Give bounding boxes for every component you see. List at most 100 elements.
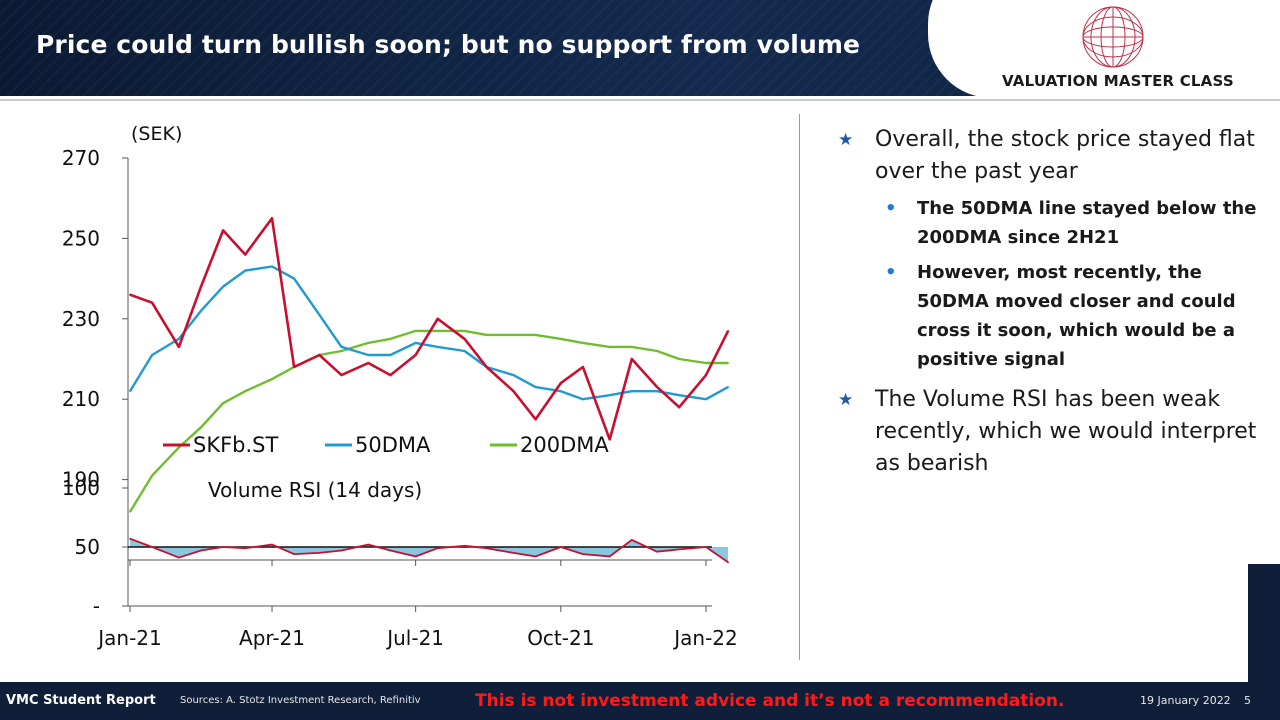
footer-corner: [1248, 564, 1280, 682]
data-point: [178, 338, 180, 340]
data-point: [129, 510, 131, 513]
data-point: [293, 366, 296, 368]
data-point: [559, 338, 562, 340]
data-point: [463, 350, 466, 352]
rsi-point: [367, 543, 370, 546]
data-point: [436, 329, 439, 332]
data-point: [244, 390, 247, 393]
rsi-point: [582, 553, 584, 555]
rsi-point: [560, 546, 562, 548]
rsi-y-tick-label: 100: [62, 476, 100, 500]
data-point: [222, 285, 225, 288]
rsi-point: [178, 556, 180, 559]
data-point: [200, 285, 202, 288]
y-tick-label: 210: [62, 387, 100, 411]
data-point: [293, 277, 296, 280]
bullet-text: Overall, the stock price stayed flat ove…: [875, 127, 1255, 184]
data-point: [367, 362, 370, 364]
commentary-bullets: ★ Overall, the stock price stayed flat ov…: [838, 124, 1268, 486]
rsi-point: [436, 547, 439, 549]
data-point: [656, 386, 658, 389]
data-point: [129, 293, 131, 296]
data-point: [630, 346, 633, 348]
x-tick-label: Jan-21: [96, 626, 162, 650]
rsi-panel-title: Volume RSI (14 days): [208, 478, 422, 502]
bullet-sub: • However, most recently, the 50DMA moved…: [838, 258, 1268, 374]
data-point: [630, 358, 633, 360]
star-icon: ★: [838, 390, 854, 410]
data-point: [340, 346, 343, 348]
chart-area: 190 210 230 250 270 (SEK) SKFb.ST 50DMA 200DMA - 5…: [62, 123, 738, 650]
data-point: [678, 406, 681, 409]
data-point: [271, 265, 273, 268]
rsi-point: [414, 555, 417, 558]
x-tick-label: Apr-21: [239, 626, 305, 650]
data-point: [534, 418, 537, 421]
slide-header: Price could turn bullish soon; but no su…: [0, 0, 1280, 96]
series-line-200dma: [128, 329, 729, 513]
data-point: [608, 438, 611, 441]
data-point: [727, 329, 729, 332]
page-number: 5: [1244, 694, 1251, 707]
legend-label: 200DMA: [520, 433, 609, 457]
data-point: [414, 354, 417, 356]
rsi-point: [656, 550, 658, 553]
data-point: [340, 350, 343, 352]
dot-icon: •: [885, 262, 897, 283]
y-tick-label: 230: [62, 307, 100, 331]
bullet-sub: • The 50DMA line stayed below the 200DMA …: [838, 194, 1268, 252]
rsi-point: [485, 547, 488, 549]
rsi-point: [727, 561, 729, 564]
rsi-point: [608, 555, 611, 558]
data-point: [656, 390, 658, 393]
report-label: VMC Student Report: [6, 693, 156, 708]
data-point: [463, 329, 466, 332]
logo-wordmark: VALUATION MASTER CLASS: [1002, 72, 1234, 90]
rsi-point: [200, 549, 202, 552]
data-point: [485, 366, 488, 368]
data-point: [512, 390, 515, 393]
data-point: [582, 342, 584, 344]
data-point: [389, 374, 392, 376]
data-point: [705, 362, 707, 364]
star-icon: ★: [838, 130, 854, 150]
y-tick-label: 190: [62, 468, 100, 492]
legend-label: SKFb.ST: [193, 433, 279, 457]
data-point: [318, 354, 321, 356]
y-tick-label: 270: [62, 146, 100, 170]
sources-note: Sources: A. Stotz Investment Research, R…: [180, 695, 421, 706]
rsi-point: [678, 548, 680, 551]
rsi-point: [271, 543, 273, 546]
rsi-point: [463, 545, 466, 547]
data-point: [414, 342, 417, 344]
data-point: [512, 374, 515, 376]
globe-logo-icon: [1082, 6, 1144, 68]
data-point: [318, 313, 321, 316]
data-point: [151, 354, 153, 356]
data-point: [222, 229, 225, 232]
data-point: [608, 346, 611, 348]
column-divider: [799, 114, 800, 660]
data-point: [630, 390, 633, 393]
rsi-point: [631, 539, 633, 541]
data-point: [485, 333, 488, 336]
data-point: [151, 474, 153, 477]
series-line-skfb-st: [129, 217, 730, 441]
data-point: [534, 333, 537, 336]
rsi-point: [534, 555, 537, 558]
data-point: [271, 217, 273, 220]
series-line-50dma: [128, 265, 729, 401]
data-point: [367, 342, 370, 344]
data-point: [129, 390, 131, 393]
x-tick-label: Jul-21: [385, 626, 444, 650]
data-point: [727, 386, 729, 389]
rsi-point: [318, 552, 321, 554]
data-point: [200, 426, 202, 429]
data-point: [244, 253, 247, 256]
bullet-main: ★ Overall, the stock price stayed flat ov…: [838, 124, 1268, 188]
data-point: [534, 386, 537, 389]
rsi-point: [293, 553, 295, 555]
disclaimer: This is not investment advice and it’s n…: [475, 691, 1065, 711]
legend-label: 50DMA: [355, 433, 431, 457]
data-point: [678, 394, 681, 397]
